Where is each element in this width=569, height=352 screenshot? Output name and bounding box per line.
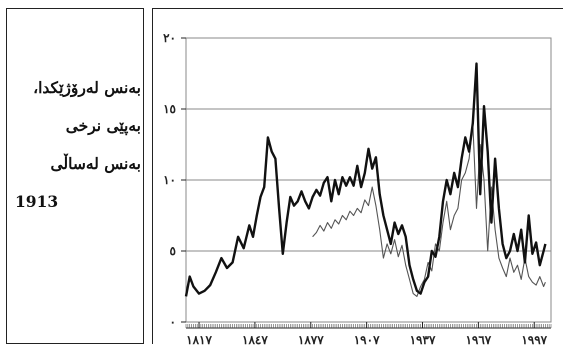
y-axis-label-line-4: 1913 bbox=[15, 192, 59, 211]
series-line-thick bbox=[184, 62, 547, 297]
x-tick-label: ١٨٤٧ bbox=[242, 333, 268, 347]
y-axis-label-line-2: بەپێی نرخی bbox=[65, 116, 141, 135]
y-axis-label-line-1: بەنس لەرۆژێکدا، bbox=[33, 78, 141, 97]
y-tick-label: ٢٠ bbox=[163, 31, 176, 45]
y-tick-label: ٠ bbox=[170, 315, 176, 329]
chart-frame bbox=[152, 8, 563, 344]
y-tick-label: ٥ bbox=[170, 244, 176, 258]
x-tick-label: ١٩٣٧ bbox=[410, 333, 436, 347]
x-tick-label: ١٨٧٧ bbox=[298, 333, 324, 347]
y-axis-label: بەنس لەرۆژێکدا، بەپێی نرخی بەنس لەساڵی 1… bbox=[15, 69, 141, 221]
y-tick-label: ١٥ bbox=[163, 102, 176, 116]
x-tick-label: ١٨١٧ bbox=[186, 333, 212, 347]
y-axis-label-line-3: بەنس لەساڵی bbox=[50, 154, 141, 173]
y-axis-label-box: بەنس لەرۆژێکدا، بەپێی نرخی بەنس لەساڵی 1… bbox=[6, 8, 144, 344]
x-tick-label: ١٩٠٧ bbox=[354, 333, 380, 347]
y-tick-label: ١٠ bbox=[163, 173, 176, 187]
x-tick-label: ١٩٦٧ bbox=[465, 333, 491, 347]
x-tick-label: ١٩٩٧ bbox=[521, 333, 547, 347]
